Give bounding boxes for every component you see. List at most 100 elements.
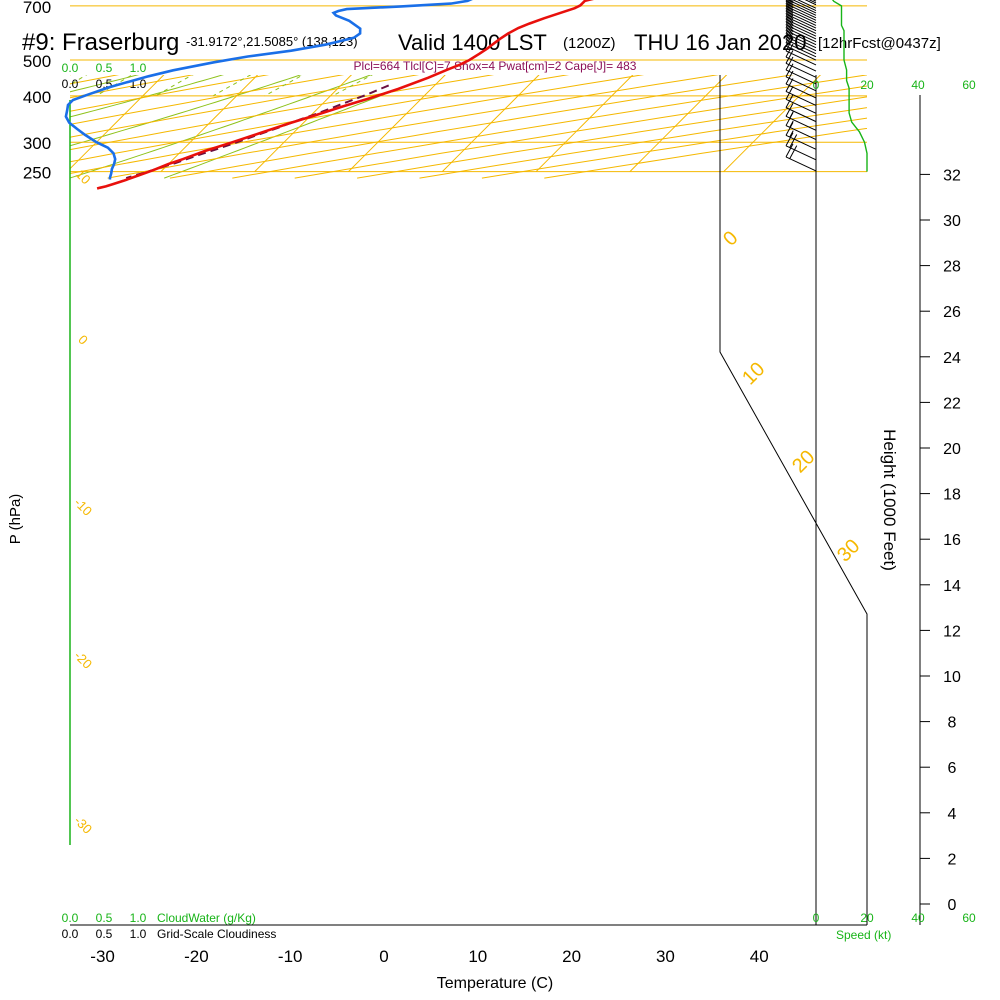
temperature-axis: -30 -20 -10 0 10 20 30 40 <box>90 947 768 966</box>
cloud-water-tick: 0.5 <box>96 61 113 75</box>
dry-adiabat-line <box>169 75 795 179</box>
wind-barb <box>808 0 817 4</box>
wind-barb <box>785 0 817 21</box>
wind-barb <box>785 78 817 106</box>
height-tick: 16 <box>943 532 961 549</box>
dry-adiabat-line <box>357 96 867 179</box>
pressure-tick: 400 <box>23 88 51 107</box>
wind-barb <box>785 29 817 58</box>
isotherm-line <box>0 0 103 172</box>
height-tick: 30 <box>943 213 961 230</box>
x-axis-title: Temperature (C) <box>437 975 553 992</box>
cloud-water-tick: 0.5 <box>96 911 113 925</box>
isotherm-line <box>254 75 353 172</box>
speed-tick: 40 <box>911 911 925 925</box>
cloudiness-tick: 0.5 <box>96 927 113 941</box>
wind-barb <box>785 0 817 24</box>
isotherm-label: 10 <box>738 358 769 389</box>
speed-tick: 60 <box>962 911 976 925</box>
temperature-tick: 30 <box>656 947 675 966</box>
height-tick: 14 <box>943 578 961 595</box>
cloud-water-tick: 1.0 <box>130 911 147 925</box>
moist-adiabats <box>70 75 436 179</box>
dry-adiabat-line <box>107 75 720 179</box>
forecast-run: [12hrFcst@0437z] <box>818 35 941 52</box>
wind-barb <box>785 122 817 150</box>
cloudiness-label: Grid-Scale Cloudiness <box>157 927 276 941</box>
height-tick: 24 <box>943 350 961 367</box>
y-axis-title: P (hPa) <box>7 494 24 545</box>
dry-adiabat-line <box>70 75 645 175</box>
isotherm-label: -30 <box>71 813 95 837</box>
height-tick: 2 <box>948 851 957 868</box>
isotherm-label: 20 <box>788 446 819 477</box>
station-coords: -31.9172°,21.5085° (138,123) <box>186 34 358 49</box>
valid-time: Valid 1400 LST <box>398 30 547 55</box>
speed-axis: 0 0 20 20 40 40 60 60 <box>813 78 976 925</box>
isotherm-label: 0 <box>719 227 742 250</box>
temperature-tick: 0 <box>379 947 388 966</box>
wind-barb <box>785 56 817 85</box>
isotherm-label: 0 <box>75 332 91 348</box>
isotherm-line <box>441 75 540 172</box>
dry-adiabat-line <box>70 75 270 112</box>
dewpoint-curve <box>64 0 473 180</box>
height-tick: 28 <box>943 259 961 276</box>
speed-tick: 0 <box>813 911 820 925</box>
moist-adiabat-line <box>164 75 436 179</box>
wind-barb <box>785 70 817 99</box>
moist-adiabat-line <box>70 75 372 179</box>
temperature-tick: -20 <box>184 947 209 966</box>
wind-barb <box>785 43 817 72</box>
cloud-water-tick: 0.0 <box>62 61 79 75</box>
wind-barb <box>785 112 817 141</box>
cloud-water-axis: 0.00.00.50.51.01.00.00.00.50.51.01.0 <box>62 61 147 941</box>
dry-adiabat-line <box>70 75 345 125</box>
temperature-tick: -10 <box>278 947 303 966</box>
isotherm-line <box>348 75 446 172</box>
isotherm-label: -10 <box>71 495 95 519</box>
speed-tick: 20 <box>860 78 874 92</box>
wind-barbs <box>785 0 817 172</box>
pressure-tick: 250 <box>23 164 51 183</box>
wind-barb <box>785 94 817 123</box>
dry-adiabat-line <box>232 75 867 179</box>
height-tick: 0 <box>948 897 957 914</box>
wind-barb <box>797 0 817 9</box>
plot-boundary <box>719 75 868 895</box>
dry-adiabat-line <box>70 75 570 163</box>
moist-adiabat-line <box>70 75 140 93</box>
wind-barb <box>785 63 817 92</box>
height-tick: 4 <box>948 806 957 823</box>
wind-barb <box>785 23 817 52</box>
isotherms <box>0 0 822 172</box>
isotherm-line <box>723 75 822 172</box>
zulu-time: (1200Z) <box>563 35 616 52</box>
height-tick: 6 <box>948 760 957 777</box>
dry-adiabat-line <box>294 85 867 179</box>
station-title: #9: Fraserburg <box>22 29 179 56</box>
temperature-tick: -30 <box>90 947 115 966</box>
temperature-tick: 20 <box>562 947 581 966</box>
speed-label: Speed (kt) <box>836 928 891 942</box>
speed-tick: 60 <box>962 78 976 92</box>
temperature-curve <box>96 0 594 190</box>
speed-tick: 40 <box>911 78 925 92</box>
wind-barb <box>785 50 817 78</box>
height-tick: 26 <box>943 304 961 321</box>
moist-adiabat-line <box>70 75 225 118</box>
isotherm-line <box>535 75 634 172</box>
wind-barb <box>792 0 817 12</box>
height-axis-title: Height (1000 Feet) <box>880 429 899 571</box>
pressure-axis: 2503004005007008501000 <box>23 0 51 183</box>
wind-barb <box>785 86 817 114</box>
height-tick: 20 <box>943 441 961 458</box>
cloudiness-tick: 0.0 <box>62 77 79 91</box>
isotherm-line <box>70 75 165 170</box>
cloud-water-tick: 0.0 <box>62 911 79 925</box>
cloudiness-tick: 0.0 <box>62 927 79 941</box>
dry-adiabat-line <box>0 0 808 178</box>
isotherm-label: -20 <box>71 648 95 672</box>
